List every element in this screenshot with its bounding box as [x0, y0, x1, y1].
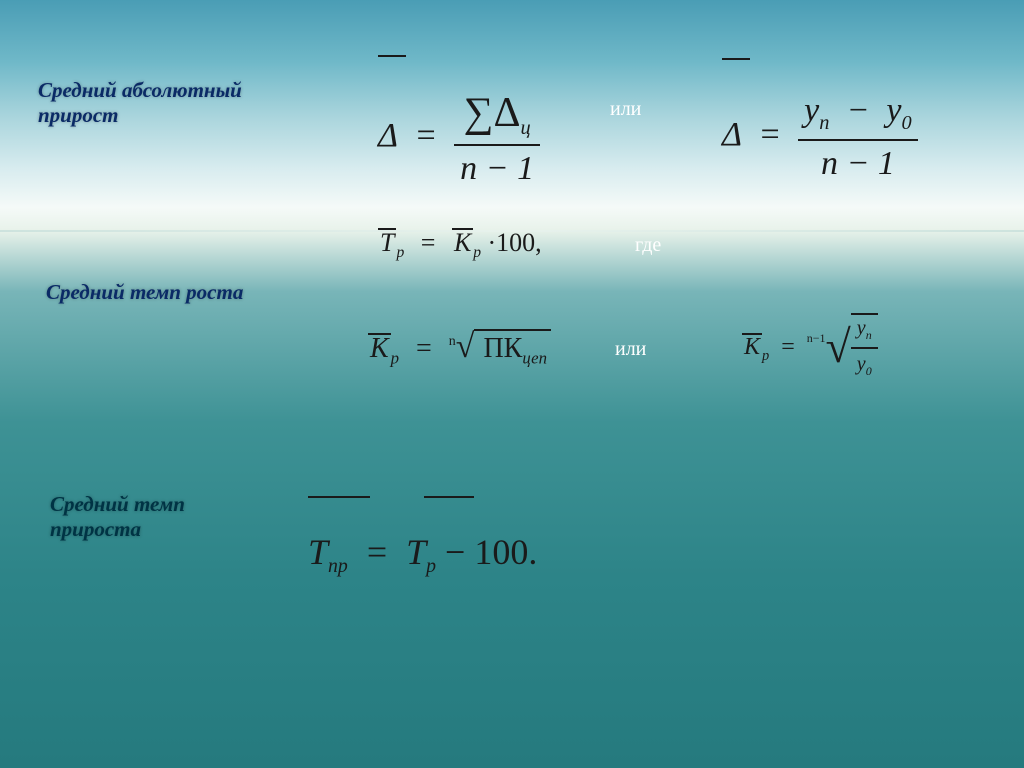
title-abs-growth: Средний абсолютный прирост — [38, 78, 298, 128]
formula-delta-sum: Δ Δ = ∑Δц n − 1 — [378, 55, 540, 192]
connector-or-2: или — [615, 338, 646, 361]
formula-kp-root: Кр = n√ ПКцеп — [368, 328, 551, 369]
connector-where: где — [635, 234, 661, 257]
formula-tp: Тр = Кр ·100, — [378, 228, 542, 262]
connector-or-1: или — [610, 98, 641, 121]
title-growth-rate: Средний темп роста — [46, 280, 243, 305]
formula-tpr: X X Тпр = Тр − 100. — [308, 495, 537, 584]
sigma-symbol: ∑Δ — [464, 90, 521, 136]
formula-kp-ratio: Kp = n−1√ yn y0 — [742, 312, 878, 379]
title-increment-rate: Средний темп прироста — [50, 492, 250, 542]
formula-delta-yn: Δ Δ = yn − y0 n − 1 — [722, 58, 918, 187]
